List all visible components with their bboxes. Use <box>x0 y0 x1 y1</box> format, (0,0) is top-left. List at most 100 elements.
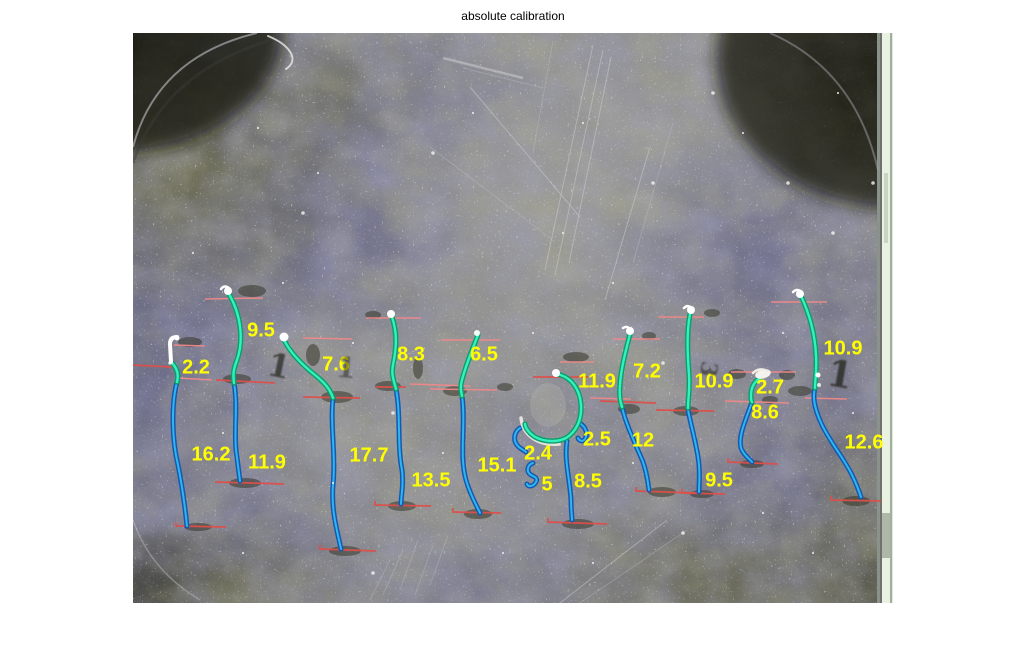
seed-tips-white-part <box>751 368 769 375</box>
scratches <box>369 40 688 603</box>
dish-edge-strip <box>877 33 893 603</box>
seed-blobs-part <box>788 386 812 396</box>
marker-lines-part <box>319 545 377 552</box>
white-specks-part <box>191 251 195 255</box>
white-specks-part <box>811 551 815 555</box>
white-specks-part <box>391 411 395 415</box>
scratches-part <box>568 56 612 264</box>
seed-blobs-part <box>728 369 746 379</box>
dish-edge-strip-part <box>890 33 892 603</box>
seed-blobs <box>178 285 870 556</box>
marker-lines-part <box>374 501 432 507</box>
white-specks-part <box>316 171 320 175</box>
scratches-part <box>604 146 651 301</box>
marker-lines-part <box>214 481 285 485</box>
seed-tips-white-part <box>279 332 289 342</box>
seed-tips-white-part <box>791 288 804 294</box>
dish-edge-strip-part <box>880 33 882 603</box>
white-specks-part <box>761 511 765 515</box>
calibration-photo: 2.2 9.5 16.2 11.9 7.6 17.7 8.3 13.5 6.5 15.1 11.9 2… <box>133 33 893 603</box>
marker-lines-part <box>599 400 657 404</box>
scratches-part <box>544 44 594 271</box>
marker-lines-part <box>589 397 632 400</box>
dish-edge-strip-part <box>882 33 890 603</box>
seed-blobs-part <box>497 383 513 391</box>
marker-lines <box>133 297 882 552</box>
scratches-part <box>442 56 524 80</box>
white-specks-part <box>561 231 565 235</box>
marker-lines-part <box>724 400 790 404</box>
seed-blobs-part <box>563 352 589 362</box>
white-specks-part <box>168 361 172 365</box>
marker-lines-part <box>830 496 882 502</box>
white-specks-part <box>871 181 875 185</box>
marker-lines-part <box>302 337 353 340</box>
scratches-part <box>554 49 604 276</box>
scratches-part <box>382 549 404 596</box>
seed-tips-white-part <box>815 372 821 378</box>
seed-blobs-part <box>642 332 656 340</box>
white-specks-part <box>661 361 665 365</box>
dish-rim-arcs-part <box>133 39 269 164</box>
scratches-part <box>579 529 688 603</box>
dish-rim-arcs-part <box>267 35 294 70</box>
white-specks-part <box>256 126 260 130</box>
seed-tips-white-part <box>552 369 560 377</box>
white-specks-part <box>281 281 285 285</box>
seed-tips-white-part <box>174 335 180 341</box>
dish-rim-arcs <box>133 33 879 601</box>
marker-lines-part <box>133 364 173 368</box>
seed-blobs-part <box>704 309 720 317</box>
white-specks-part <box>851 411 855 415</box>
marker-lines-part <box>681 489 726 495</box>
photo-texture <box>133 33 893 603</box>
seed-blobs-part <box>413 357 423 379</box>
white-specks-part <box>221 431 225 435</box>
white-specks-part <box>331 481 335 485</box>
seed-blobs-part <box>329 546 361 556</box>
seed-tips-white-part <box>219 285 232 291</box>
marker-lines-part <box>215 379 276 384</box>
seed-tips-white-part <box>387 310 395 318</box>
white-specks-part <box>781 331 785 335</box>
marker-lines-part <box>804 397 848 400</box>
seed-tips-white-part <box>626 327 634 335</box>
marker-lines-part <box>635 487 698 494</box>
white-specks-part <box>501 551 505 555</box>
white-specks-part <box>301 211 305 215</box>
marker-lines-part <box>655 409 715 412</box>
seed-blobs-part <box>238 285 266 297</box>
seed-blobs-part <box>223 374 251 384</box>
dish-rim-arcs-part <box>769 33 879 171</box>
white-specks-part <box>651 181 655 185</box>
white-specks-part <box>241 551 245 555</box>
seed-tips-white-part <box>474 330 480 336</box>
white-specks-part <box>741 131 745 135</box>
seed-blobs-part <box>306 344 320 366</box>
white-specks-part <box>831 231 835 235</box>
marker-lines-part <box>177 377 213 381</box>
seed-tips-white-part <box>621 325 633 332</box>
scratches-part <box>429 146 556 243</box>
scratches-part <box>469 86 581 218</box>
white-specks-part <box>531 331 535 335</box>
shoot-traces <box>172 294 816 446</box>
figure-title: absolute calibration <box>461 9 565 23</box>
seed-tips-white <box>167 285 821 387</box>
marker-lines-part <box>727 458 779 465</box>
white-specks-part <box>786 181 790 185</box>
scratches-part <box>399 539 419 591</box>
white-specks-part <box>371 571 375 575</box>
marker-lines-part <box>452 508 502 514</box>
white-specks-part <box>611 281 615 285</box>
dish-edge-strip-part <box>884 173 888 243</box>
marker-lines-part <box>173 344 206 347</box>
marker-lines-part <box>547 518 608 525</box>
scratches-part <box>369 559 391 601</box>
white-specks-part <box>471 111 475 115</box>
seed-tips-white-part <box>682 305 695 311</box>
seed-blobs-part <box>365 311 381 319</box>
white-specks <box>168 91 875 575</box>
dish-edge-strip-part <box>877 33 880 603</box>
scratches-part <box>532 40 554 154</box>
